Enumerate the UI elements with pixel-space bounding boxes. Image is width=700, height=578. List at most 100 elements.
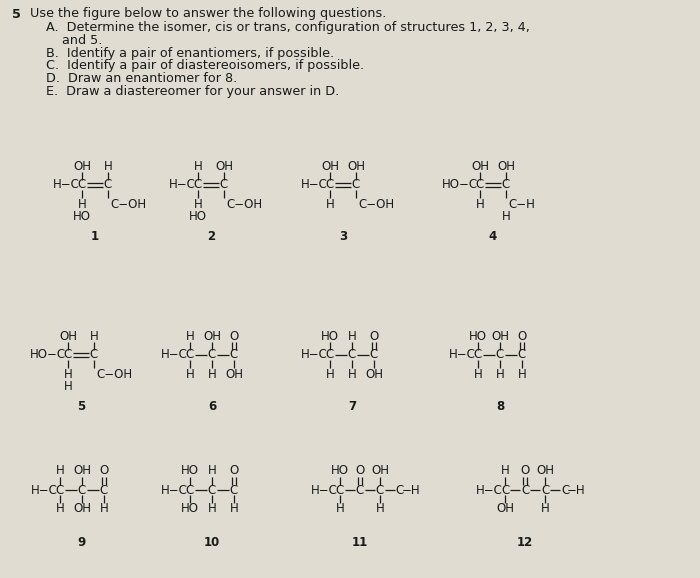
- Text: 8: 8: [496, 401, 504, 413]
- Text: 12: 12: [517, 535, 533, 549]
- Text: HO: HO: [331, 465, 349, 477]
- Text: H: H: [230, 502, 239, 516]
- Text: C: C: [64, 349, 72, 361]
- Text: OH: OH: [491, 329, 509, 343]
- Text: 1: 1: [91, 231, 99, 243]
- Text: OH: OH: [203, 329, 221, 343]
- Text: HO: HO: [73, 210, 91, 224]
- Text: C: C: [104, 179, 112, 191]
- Text: C: C: [208, 349, 216, 361]
- Text: OH: OH: [73, 465, 91, 477]
- Text: −H: −H: [567, 484, 586, 497]
- Text: 3: 3: [339, 231, 347, 243]
- Text: C: C: [502, 179, 510, 191]
- Text: O: O: [356, 465, 365, 477]
- Text: D.  Draw an enantiomer for 8.: D. Draw an enantiomer for 8.: [46, 72, 237, 86]
- Text: and 5.: and 5.: [62, 34, 102, 46]
- Text: C: C: [230, 349, 238, 361]
- Text: C−OH: C−OH: [96, 368, 132, 380]
- Text: E.  Draw a diastereomer for your answer in D.: E. Draw a diastereomer for your answer i…: [46, 86, 340, 98]
- Text: OH: OH: [471, 160, 489, 172]
- Text: H−C: H−C: [53, 179, 80, 191]
- Text: C: C: [90, 349, 98, 361]
- Text: OH: OH: [371, 465, 389, 477]
- Text: H−C: H−C: [161, 349, 188, 361]
- Text: C: C: [352, 179, 360, 191]
- Text: B.  Identify a pair of enantiomers, if possible.: B. Identify a pair of enantiomers, if po…: [46, 46, 334, 60]
- Text: 7: 7: [348, 401, 356, 413]
- Text: OH: OH: [59, 329, 77, 343]
- Text: H: H: [500, 465, 510, 477]
- Text: C: C: [476, 179, 484, 191]
- Text: O: O: [230, 465, 239, 477]
- Text: H: H: [326, 198, 335, 210]
- Text: 9: 9: [78, 535, 86, 549]
- Text: H−C: H−C: [311, 484, 338, 497]
- Text: HO: HO: [189, 210, 207, 224]
- Text: OH: OH: [225, 368, 243, 380]
- Text: H: H: [540, 502, 550, 516]
- Text: C: C: [541, 484, 549, 497]
- Text: OH: OH: [347, 160, 365, 172]
- Text: C: C: [230, 484, 238, 497]
- Text: C: C: [326, 349, 334, 361]
- Text: C: C: [336, 484, 344, 497]
- Text: C: C: [370, 349, 378, 361]
- Text: C: C: [501, 484, 509, 497]
- Text: H−C: H−C: [161, 484, 188, 497]
- Text: −H: −H: [402, 484, 421, 497]
- Text: OH: OH: [496, 502, 514, 516]
- Text: H−C: H−C: [31, 484, 58, 497]
- Text: C: C: [518, 349, 526, 361]
- Text: H: H: [474, 368, 482, 380]
- Text: C: C: [220, 179, 228, 191]
- Text: C: C: [561, 484, 569, 497]
- Text: H−C: H−C: [449, 349, 476, 361]
- Text: OH: OH: [497, 160, 515, 172]
- Text: H: H: [348, 368, 356, 380]
- Text: 10: 10: [204, 535, 220, 549]
- Text: H: H: [475, 198, 484, 210]
- Text: C: C: [186, 349, 194, 361]
- Text: O: O: [230, 329, 239, 343]
- Text: H: H: [55, 502, 64, 516]
- Text: C: C: [521, 484, 529, 497]
- Text: 6: 6: [208, 401, 216, 413]
- Text: HO: HO: [321, 329, 339, 343]
- Text: C: C: [376, 484, 384, 497]
- Text: H: H: [90, 329, 99, 343]
- Text: C: C: [474, 349, 482, 361]
- Text: H: H: [502, 210, 510, 224]
- Text: H: H: [186, 368, 195, 380]
- Text: C: C: [186, 484, 194, 497]
- Text: H: H: [186, 329, 195, 343]
- Text: H: H: [208, 465, 216, 477]
- Text: OH: OH: [215, 160, 233, 172]
- Text: 4: 4: [489, 231, 497, 243]
- Text: C.  Identify a pair of diastereoisomers, if possible.: C. Identify a pair of diastereoisomers, …: [46, 60, 364, 72]
- Text: A.  Determine the isomer, cis or trans, configuration of structures 1, 2, 3, 4,: A. Determine the isomer, cis or trans, c…: [46, 20, 530, 34]
- Text: H: H: [208, 502, 216, 516]
- Text: HO: HO: [181, 502, 199, 516]
- Text: H−C: H−C: [301, 179, 328, 191]
- Text: 5: 5: [12, 8, 21, 20]
- Text: O: O: [99, 465, 108, 477]
- Text: H: H: [55, 465, 64, 477]
- Text: O: O: [520, 465, 530, 477]
- Text: C: C: [496, 349, 504, 361]
- Text: H: H: [64, 380, 72, 394]
- Text: H: H: [517, 368, 526, 380]
- Text: H: H: [348, 329, 356, 343]
- Text: C−OH: C−OH: [110, 198, 146, 210]
- Text: C: C: [194, 179, 202, 191]
- Text: HO−C: HO−C: [442, 179, 478, 191]
- Text: C−OH: C−OH: [358, 198, 394, 210]
- Text: 5: 5: [77, 401, 85, 413]
- Text: H: H: [496, 368, 505, 380]
- Text: OH: OH: [73, 160, 91, 172]
- Text: 11: 11: [352, 535, 368, 549]
- Text: C−H: C−H: [508, 198, 535, 210]
- Text: H: H: [376, 502, 384, 516]
- Text: H−C: H−C: [476, 484, 503, 497]
- Text: H: H: [208, 368, 216, 380]
